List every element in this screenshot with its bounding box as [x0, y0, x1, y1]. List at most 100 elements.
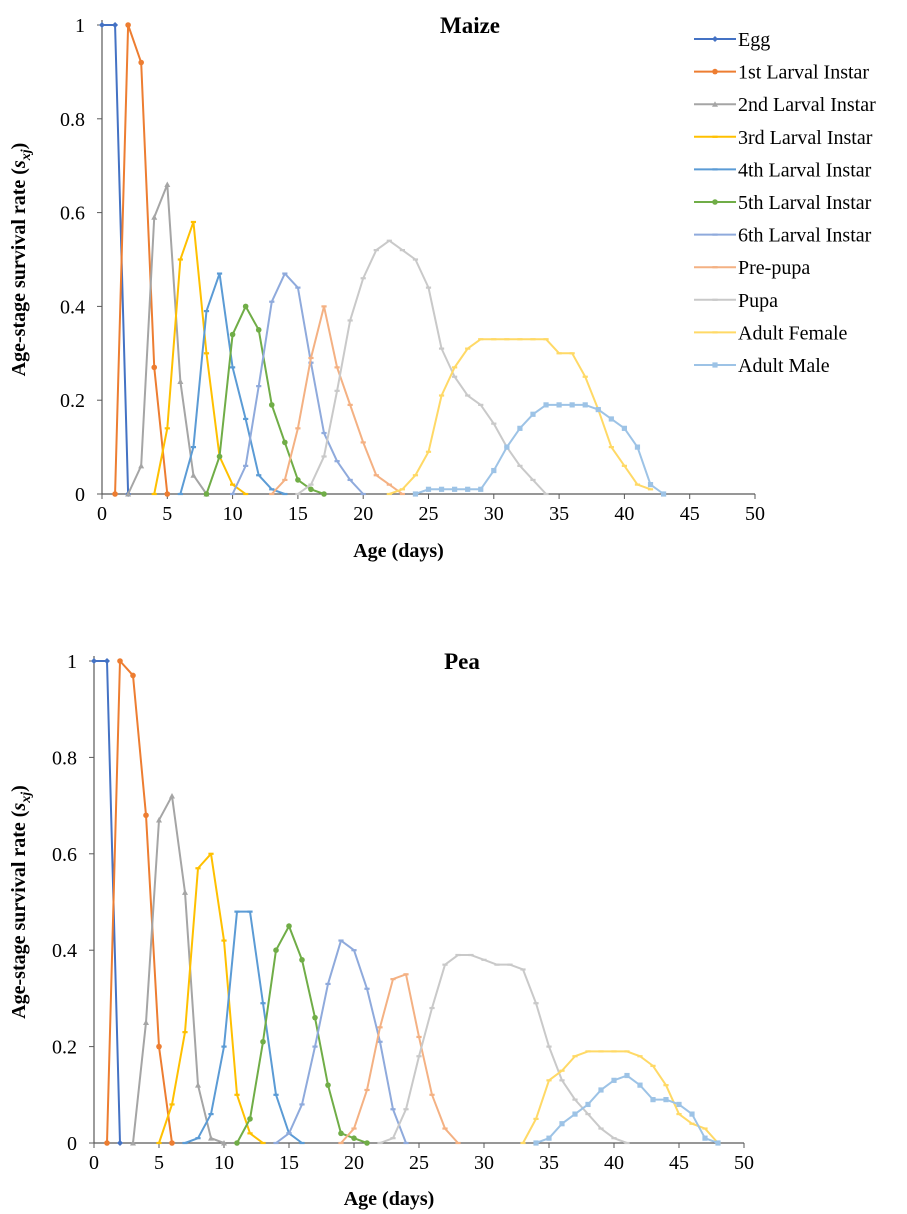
data-point: [91, 658, 97, 664]
data-point: [295, 286, 301, 289]
data-point: [520, 968, 526, 971]
series-6th-larval-instar: [273, 939, 409, 1145]
data-point: [517, 425, 523, 431]
data-point: [260, 1002, 266, 1005]
data-point: [663, 1097, 669, 1103]
data-point: [504, 338, 510, 341]
data-point: [478, 403, 484, 406]
legend-label: Pupa: [738, 290, 778, 312]
data-point: [559, 1079, 565, 1082]
data-point: [190, 446, 197, 449]
legend-marker: [712, 101, 718, 107]
data-point: [377, 1026, 383, 1029]
data-point: [621, 464, 627, 467]
data-point: [660, 491, 667, 497]
data-point: [104, 658, 110, 664]
data-point: [269, 492, 275, 496]
series-3rd-larval-instar: [156, 852, 266, 1145]
data-point: [321, 491, 327, 497]
data-point: [491, 422, 497, 425]
y-tick-label: 0.8: [60, 109, 85, 131]
series-line: [275, 939, 407, 1144]
legend-label: 3rd Larval Instar: [738, 127, 873, 149]
data-point: [676, 1101, 682, 1108]
data-point: [647, 488, 654, 491]
data-point: [399, 492, 405, 496]
series-line: [179, 272, 286, 495]
data-point: [117, 658, 123, 664]
data-point: [403, 1141, 409, 1145]
data-point: [334, 366, 340, 369]
x-tick-label: 35: [539, 1152, 559, 1174]
data-point: [177, 492, 183, 496]
data-point: [416, 1035, 422, 1039]
data-point: [256, 385, 262, 388]
x-tick-label: 5: [154, 1152, 164, 1174]
x-tick-label: 35: [549, 503, 569, 525]
data-point: [412, 474, 419, 477]
legend-label: Egg: [738, 29, 770, 51]
data-point: [403, 1108, 409, 1111]
data-point: [247, 910, 253, 913]
series-line: [379, 954, 628, 1144]
series-line: [535, 1074, 719, 1144]
data-point: [390, 978, 396, 981]
x-tick-label: 45: [680, 503, 700, 525]
data-point: [269, 488, 275, 491]
data-point: [360, 277, 366, 280]
data-point: [624, 1072, 630, 1079]
data-point: [364, 1140, 370, 1146]
data-point: [260, 1038, 266, 1045]
data-point: [112, 22, 119, 28]
data-point: [299, 1141, 305, 1145]
data-point: [390, 1108, 396, 1111]
data-point: [504, 444, 510, 450]
data-point: [530, 338, 536, 341]
data-point: [634, 483, 641, 486]
series-line: [102, 24, 130, 495]
legend-marker: [712, 135, 718, 138]
data-point: [156, 1043, 162, 1050]
data-point: [234, 1093, 240, 1096]
data-point: [182, 889, 188, 895]
data-point: [260, 1141, 266, 1145]
data-point: [624, 1141, 630, 1145]
series-line: [271, 305, 403, 495]
data-point: [533, 1117, 539, 1120]
series-line: [522, 1050, 719, 1144]
pea-chart: 00.20.40.60.810 5 10 15 20 25 30 35 40 45 50PeaAge…: [8, 649, 754, 1210]
data-point: [569, 402, 575, 408]
series-line: [158, 852, 264, 1144]
legend-marker: [712, 68, 718, 75]
data-point: [269, 300, 275, 303]
data-point: [559, 1121, 565, 1127]
data-point: [429, 1006, 435, 1010]
data-point: [517, 464, 523, 467]
series-4th-larval-instar: [177, 272, 288, 496]
data-point: [595, 406, 601, 413]
data-point: [208, 852, 214, 855]
data-point: [338, 1141, 344, 1145]
data-point: [338, 1130, 344, 1137]
data-point: [386, 483, 392, 486]
data-point: [465, 486, 471, 492]
data-point: [151, 364, 158, 371]
data-point: [416, 1055, 422, 1058]
series-line: [184, 910, 303, 1144]
data-point: [216, 272, 223, 275]
data-point: [647, 482, 654, 488]
x-tick-label: 30: [484, 503, 504, 525]
data-point: [203, 352, 210, 355]
data-point: [530, 411, 536, 417]
data-point: [455, 953, 461, 957]
data-point: [99, 22, 105, 28]
data-point: [295, 492, 301, 496]
data-point: [650, 1097, 656, 1103]
data-point: [190, 220, 197, 224]
data-point: [177, 378, 184, 384]
data-point: [611, 1137, 617, 1140]
data-point: [624, 1050, 630, 1053]
legend-item-adult-male: Adult Male: [694, 355, 830, 377]
legend-marker: [712, 298, 718, 301]
x-tick-label: 10: [223, 503, 243, 525]
